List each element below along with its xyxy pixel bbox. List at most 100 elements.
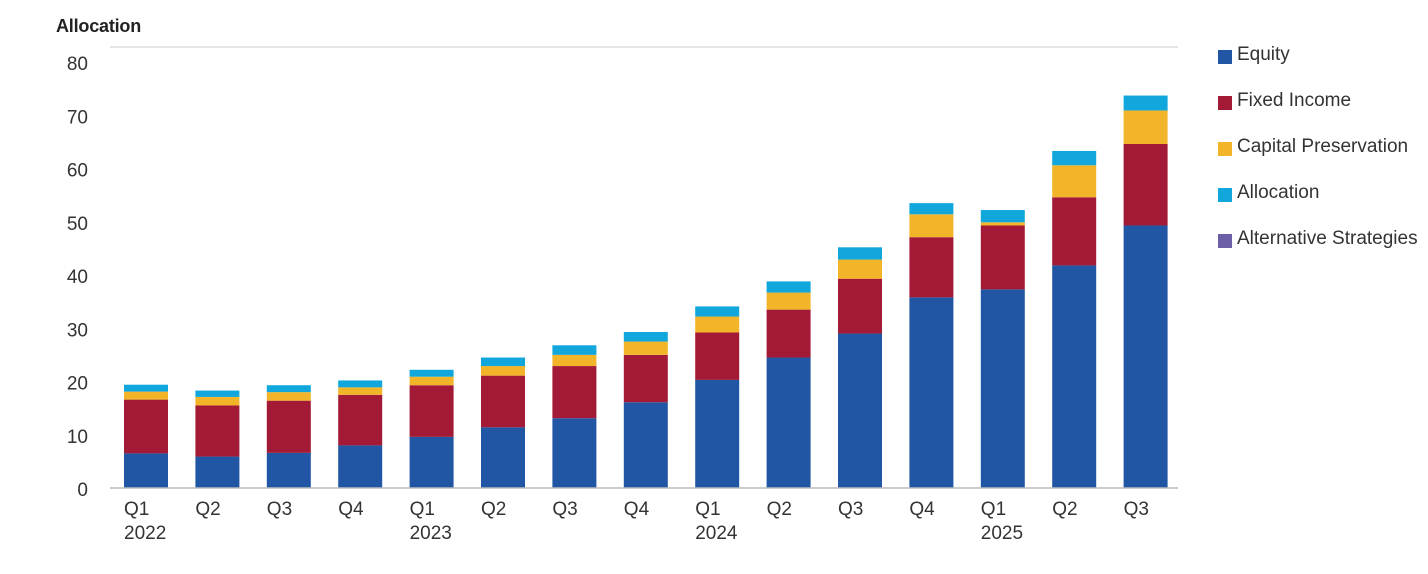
- bar-segment-allocation: [766, 281, 811, 293]
- x-tick-label: Q4: [624, 499, 650, 520]
- x-tick-label: Q2: [767, 499, 792, 520]
- bar-segment-equity: [1052, 265, 1097, 488]
- y-tick-label: 10: [67, 427, 88, 448]
- bar-segment-capital-preservation: [695, 316, 740, 333]
- bar-segment-allocation: [1123, 95, 1168, 111]
- bar-segment-capital-preservation: [338, 387, 383, 395]
- y-tick-label: 60: [67, 161, 88, 182]
- legend-swatch: [1218, 188, 1232, 202]
- x-tick-year-label: 2025: [981, 523, 1023, 544]
- legend-swatch: [1218, 96, 1232, 110]
- bar-segment-equity: [766, 357, 811, 488]
- bar-segment-equity: [552, 418, 597, 488]
- y-tick-label: 30: [67, 320, 88, 341]
- bar-segment-allocation: [338, 380, 383, 388]
- bar-segment-capital-preservation: [623, 341, 668, 355]
- bar-segment-capital-preservation: [980, 222, 1025, 226]
- bar-segment-allocation: [481, 357, 525, 367]
- bar-segment-capital-preservation: [124, 391, 168, 400]
- bar-segment-equity: [838, 333, 882, 488]
- bar-segment-fixed-income: [766, 309, 811, 358]
- bar-segment-fixed-income: [623, 354, 668, 403]
- legend-label: Equity: [1237, 44, 1290, 65]
- bar-segment-allocation: [1052, 150, 1097, 166]
- legend-label: Capital Preservation: [1237, 136, 1409, 157]
- bar-segment-capital-preservation: [1123, 110, 1168, 145]
- bar-segment-equity: [909, 297, 954, 488]
- bar-segment-allocation: [980, 210, 1025, 223]
- bar-segment-fixed-income: [124, 399, 168, 454]
- y-axis-title: Allocation: [56, 16, 142, 36]
- bar-segment-allocation: [409, 369, 454, 377]
- x-tick-label: Q4: [338, 499, 364, 520]
- bar-segment-allocation: [909, 203, 954, 215]
- bar-segment-allocation: [838, 247, 882, 260]
- bar-segment-fixed-income: [695, 332, 740, 380]
- legend-label: Fixed Income: [1237, 90, 1352, 111]
- x-tick-label: Q1: [124, 499, 149, 520]
- x-tick-label: Q1: [410, 499, 435, 520]
- x-tick-label: Q2: [1052, 499, 1077, 520]
- bar-segment-fixed-income: [980, 225, 1025, 290]
- bar-segment-equity: [409, 436, 454, 488]
- y-tick-label: 40: [67, 267, 88, 288]
- bar-segment-capital-preservation: [195, 396, 240, 406]
- x-tick-label: Q3: [552, 499, 577, 520]
- bar-segment-fixed-income: [552, 366, 597, 419]
- bar-segment-allocation: [623, 331, 668, 342]
- y-tick-label: 50: [67, 214, 88, 235]
- y-tick-label: 80: [67, 54, 88, 75]
- bar-segment-equity: [481, 427, 525, 488]
- bar-segment-capital-preservation: [266, 392, 311, 401]
- bar-segment-equity: [623, 402, 668, 488]
- bar-segment-capital-preservation: [909, 214, 954, 238]
- legend-label: Allocation: [1237, 182, 1320, 203]
- x-tick-year-label: 2023: [410, 523, 452, 544]
- x-tick-label: Q1: [695, 499, 720, 520]
- bar-segment-allocation: [552, 345, 597, 355]
- bar-segment-fixed-income: [909, 237, 954, 298]
- bar-segment-capital-preservation: [766, 292, 811, 310]
- y-tick-label: 0: [77, 480, 88, 501]
- bar-segment-equity: [980, 289, 1025, 488]
- bar-segment-capital-preservation: [409, 376, 454, 386]
- legend-label: Alternative Strategies: [1237, 228, 1418, 249]
- x-tick-label: Q2: [195, 499, 220, 520]
- bar-segment-allocation: [124, 384, 168, 392]
- bar-segment-fixed-income: [409, 385, 454, 437]
- bar-segment-allocation: [195, 390, 240, 397]
- bar-segment-fixed-income: [195, 405, 240, 457]
- bar-segment-fixed-income: [481, 375, 525, 428]
- bar-segment-capital-preservation: [838, 259, 882, 279]
- x-tick-label: Q2: [481, 499, 506, 520]
- legend-swatch: [1218, 142, 1232, 156]
- y-tick-label: 20: [67, 374, 88, 395]
- bar-segment-allocation: [695, 306, 740, 317]
- bar-segment-equity: [124, 453, 168, 488]
- bar-segment-equity: [195, 456, 240, 488]
- bar-segment-allocation: [266, 385, 311, 393]
- bar-segment-fixed-income: [338, 394, 383, 446]
- y-tick-label: 70: [67, 107, 88, 128]
- bar-segment-capital-preservation: [481, 366, 525, 376]
- x-tick-label: Q3: [1124, 499, 1149, 520]
- bar-segment-equity: [695, 379, 740, 488]
- bar-segment-fixed-income: [838, 278, 882, 334]
- x-tick-label: Q4: [909, 499, 935, 520]
- legend-swatch: [1218, 234, 1232, 248]
- x-tick-label: Q3: [838, 499, 863, 520]
- x-tick-year-label: 2022: [124, 523, 166, 544]
- bar-segment-equity: [338, 445, 383, 488]
- bar-segment-capital-preservation: [1052, 165, 1097, 198]
- bar-segment-equity: [266, 452, 311, 488]
- x-tick-label: Q1: [981, 499, 1006, 520]
- x-tick-label: Q3: [267, 499, 292, 520]
- bar-segment-fixed-income: [1123, 144, 1168, 226]
- legend-swatch: [1218, 50, 1232, 64]
- bar-segment-capital-preservation: [552, 354, 597, 367]
- x-tick-year-label: 2024: [695, 523, 738, 544]
- bar-segment-fixed-income: [266, 400, 311, 453]
- bar-segment-fixed-income: [1052, 197, 1097, 266]
